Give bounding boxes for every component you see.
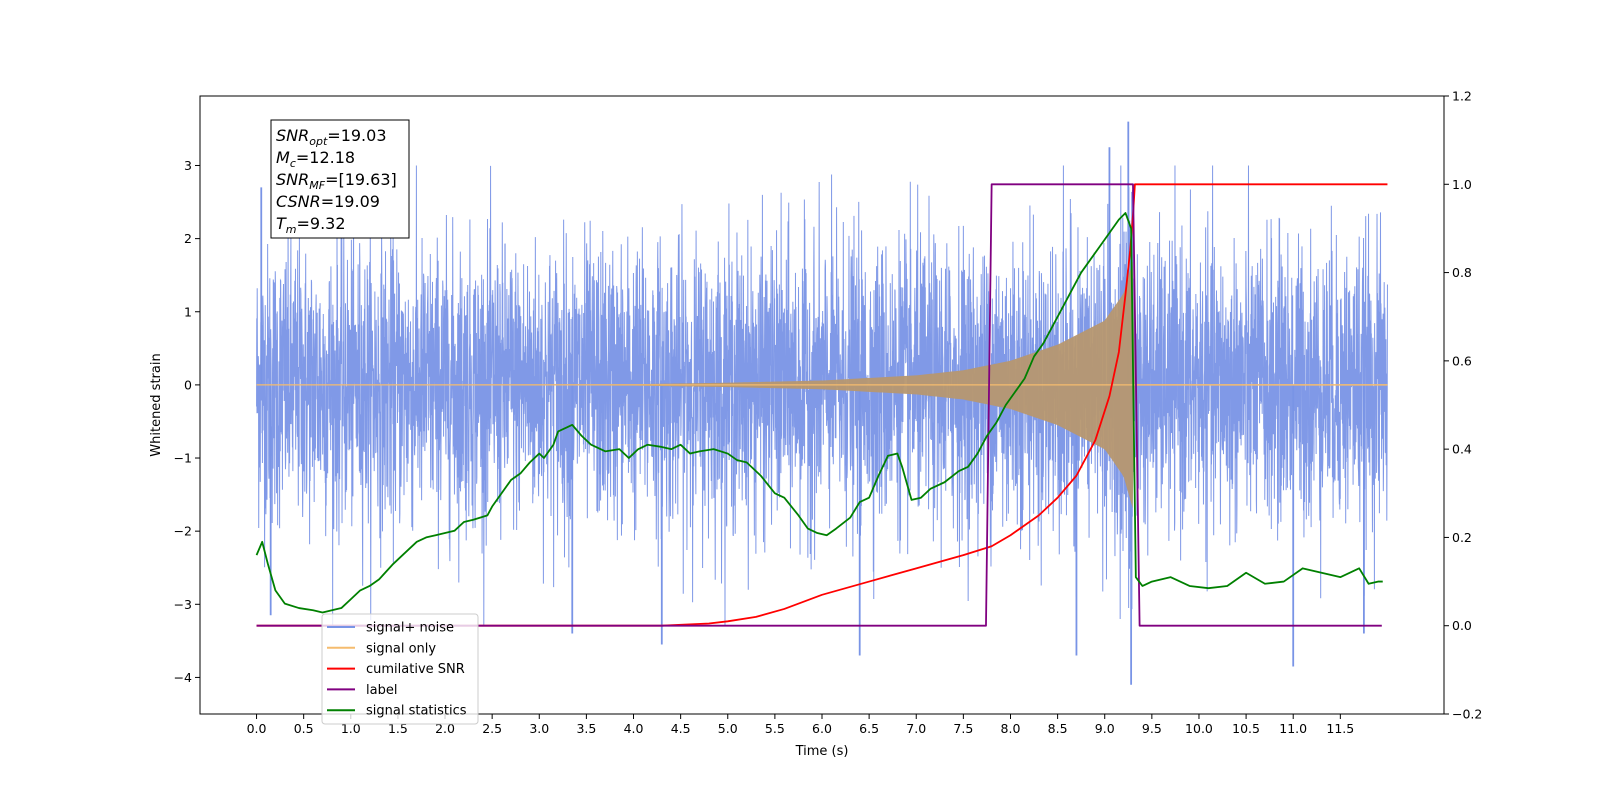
- annotation-value: =12.18: [296, 148, 355, 167]
- x-tick-label: 8.5: [1048, 721, 1068, 736]
- x-tick-label: 10.0: [1185, 721, 1213, 736]
- y-tick-label: 2: [184, 231, 192, 246]
- legend-frame: [321, 613, 479, 725]
- x-tick-label: 1.0: [341, 721, 361, 736]
- x-tick-label: 9.0: [1095, 721, 1115, 736]
- annotation-value: =[19.63]: [325, 170, 397, 189]
- x-tick-label: 3.5: [576, 721, 596, 736]
- legend-label: signal statistics: [366, 704, 467, 719]
- x-tick-label: 0.5: [294, 721, 314, 736]
- y-axis-right: 1.2 1.0 0.8 0.6 0.4 0.2 0.0 −0.2: [1444, 89, 1482, 722]
- legend-label: signal only: [366, 641, 436, 656]
- y-tick-label: −1: [174, 451, 192, 466]
- x-tick-label: 5.0: [718, 721, 738, 736]
- y2-tick-label: 0.6: [1452, 353, 1472, 368]
- annotation-line: CSNR=19.09: [276, 192, 380, 211]
- x-tick-label: 2.0: [435, 721, 455, 736]
- legend-label: label: [366, 683, 397, 698]
- annotation-symbol: CSNR: [276, 192, 321, 211]
- x-tick-label: 7.0: [906, 721, 926, 736]
- y-tick-label: 3: [184, 158, 192, 173]
- annotation-line: Mc=12.18: [276, 148, 355, 170]
- x-tick-label: 9.5: [1142, 721, 1162, 736]
- x-tick-label: 7.5: [953, 721, 973, 736]
- annotation-symbol: SNR: [276, 170, 309, 189]
- annotation-line: Tm=9.32: [276, 214, 346, 236]
- y2-tick-label: 1.0: [1452, 177, 1472, 192]
- stats-annotation-box: SNRopt=19.03Mc=12.18SNRMF=[19.63]CSNR=19…: [270, 119, 410, 239]
- x-tick-label: 6.0: [812, 721, 832, 736]
- signal-noise-spikes: [260, 121, 1365, 685]
- annotation-subscript: m: [286, 223, 297, 236]
- y2-tick-label: 0.0: [1452, 618, 1472, 633]
- y2-tick-label: 0.2: [1452, 530, 1472, 545]
- y-axis-label: Whitened strain: [149, 353, 164, 456]
- y-tick-label: 1: [184, 304, 192, 319]
- cumulative-snr-line: [256, 183, 1388, 627]
- series-layer: [255, 121, 1388, 685]
- annotation-frame: [270, 119, 410, 239]
- signal-statistics-line: [255, 212, 1383, 614]
- x-tick-label: 10.5: [1232, 721, 1260, 736]
- annotation-symbol: SNR: [276, 126, 309, 145]
- annotation-value: =19.03: [327, 126, 386, 145]
- legend: signal+ noise signal only cumilative SNR la…: [321, 613, 479, 725]
- y-tick-label: −2: [174, 524, 192, 539]
- annotation-value: =9.32: [297, 214, 346, 233]
- x-tick-label: 11.5: [1326, 721, 1354, 736]
- x-axis-label: Time (s): [795, 744, 849, 759]
- annotation-value: =19.09: [321, 192, 380, 211]
- x-tick-label: 8.0: [1001, 721, 1021, 736]
- signal-noise-line: [256, 165, 1388, 627]
- x-tick-label: 3.0: [529, 721, 549, 736]
- annotation-subscript: MF: [309, 179, 325, 192]
- y2-tick-label: 0.8: [1452, 265, 1472, 280]
- x-tick-label: 5.5: [765, 721, 785, 736]
- y-tick-label: 0: [184, 377, 192, 392]
- annotation-subscript: c: [290, 157, 296, 170]
- annotation-line: SNRopt=19.03: [276, 126, 387, 148]
- x-axis: 0.0 0.5 1.0 1.5 2.0 2.5 3.0 3.5 4.0 4.5 5.0 5.5 6.0 6…: [247, 714, 1354, 736]
- y2-tick-label: −0.2: [1452, 707, 1482, 722]
- x-tick-label: 6.5: [859, 721, 879, 736]
- x-tick-label: 4.5: [671, 721, 691, 736]
- y2-tick-label: 0.4: [1452, 442, 1472, 457]
- y-tick-label: −4: [174, 670, 192, 685]
- annotation-symbol: T: [276, 214, 287, 233]
- y-axis-left: 3 2 1 0 −1 −2 −3 −4: [174, 158, 200, 685]
- y2-tick-label: 1.2: [1452, 89, 1472, 104]
- x-tick-label: 4.0: [624, 721, 644, 736]
- legend-label: cumilative SNR: [366, 662, 465, 677]
- legend-label: signal+ noise: [366, 621, 454, 636]
- x-tick-label: 2.5: [482, 721, 502, 736]
- x-tick-label: 1.5: [388, 721, 408, 736]
- annotation-symbol: M: [276, 148, 290, 167]
- x-tick-label: 11.0: [1279, 721, 1307, 736]
- annotation-subscript: opt: [309, 135, 328, 148]
- y-tick-label: −3: [174, 597, 192, 612]
- annotation-line: SNRMF=[19.63]: [276, 170, 397, 192]
- x-tick-label: 0.0: [247, 721, 267, 736]
- label-line: [256, 183, 1382, 627]
